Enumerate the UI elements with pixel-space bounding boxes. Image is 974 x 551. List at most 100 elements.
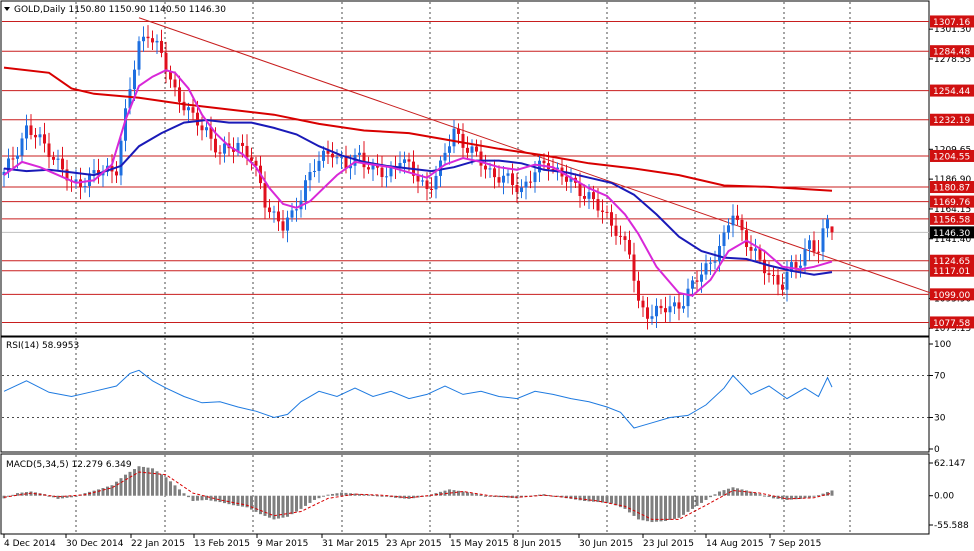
candle-body xyxy=(623,236,627,240)
macd-bar xyxy=(457,490,460,496)
candle-body xyxy=(52,156,55,160)
candle-body xyxy=(614,225,618,236)
macd-bar xyxy=(452,490,456,496)
candle-body xyxy=(200,125,204,131)
candle-body xyxy=(344,156,348,169)
macd-bar xyxy=(65,495,69,498)
chevron-down-icon[interactable] xyxy=(4,7,10,11)
candle-body xyxy=(587,192,591,199)
macd-bar xyxy=(47,495,51,497)
candle-body xyxy=(151,38,154,43)
macd-bar xyxy=(722,490,726,496)
rsi-tick-label: 100 xyxy=(934,340,951,350)
candle-body xyxy=(803,248,807,266)
candle-body xyxy=(29,125,33,135)
candle-body xyxy=(25,125,28,139)
candle-body xyxy=(776,274,780,285)
candle-body xyxy=(290,210,294,218)
macd-bar xyxy=(362,494,366,496)
macd-bar xyxy=(736,488,739,496)
candle-body xyxy=(713,261,717,263)
candle-body xyxy=(380,167,384,177)
macd-bar xyxy=(281,495,285,518)
candle-body xyxy=(736,215,739,220)
macd-bar xyxy=(214,495,217,502)
candle-body xyxy=(416,175,420,182)
macd-bar xyxy=(556,495,559,497)
candle-body xyxy=(407,159,411,162)
macd-bar xyxy=(29,491,33,496)
macd-bar xyxy=(673,495,676,519)
macd-bar xyxy=(124,474,127,496)
candle-body xyxy=(124,108,127,141)
candle-body xyxy=(79,179,82,188)
candle-body xyxy=(92,170,96,174)
macd-bar xyxy=(146,467,150,496)
price-tick-label: 1141.40 xyxy=(934,235,971,245)
candle-body xyxy=(794,262,798,268)
macd-bar xyxy=(691,495,694,509)
macd-bar xyxy=(740,489,744,496)
candle-body xyxy=(506,173,510,176)
candle-body xyxy=(254,160,258,166)
macd-bar xyxy=(142,466,145,496)
candle-body xyxy=(83,186,87,188)
macd-tick-label: -55.588 xyxy=(934,521,969,531)
candle-body xyxy=(655,305,658,317)
macd-bar xyxy=(245,495,249,508)
macd-bar xyxy=(376,495,379,497)
macd-bar xyxy=(664,495,667,522)
candle-body xyxy=(425,180,429,189)
candle-body xyxy=(142,36,145,42)
macd-bar xyxy=(317,495,321,499)
macd-bar xyxy=(308,495,312,503)
time-tick-label: 22 Jan 2015 xyxy=(131,539,185,549)
level-label: 1232.19 xyxy=(933,116,970,126)
symbol-title: GOLD,Daily 1150.80 1150.90 1140.50 1146.… xyxy=(14,5,226,15)
macd-bar xyxy=(290,495,294,515)
macd-bar xyxy=(119,478,123,496)
level-label-bg xyxy=(930,149,974,162)
macd-bar xyxy=(632,495,636,516)
candle-body xyxy=(722,232,726,246)
candle-body xyxy=(610,212,613,226)
price-tick-label: 1186.90 xyxy=(934,175,971,185)
candle-body xyxy=(677,302,681,309)
macd-bar xyxy=(641,495,645,521)
macd-title: MACD(5,34,5) 12.279 6.349 xyxy=(6,460,132,470)
macd-bar xyxy=(272,495,276,520)
level-label: 1254.44 xyxy=(933,87,970,97)
macd-bar xyxy=(56,495,60,499)
macd-bar xyxy=(263,495,267,516)
macd-bar xyxy=(128,471,132,496)
macd-bar xyxy=(92,490,96,496)
candle-body xyxy=(335,157,339,159)
candle-body xyxy=(488,168,492,170)
candle-body xyxy=(421,180,424,182)
candle-body xyxy=(47,143,51,157)
candle-body xyxy=(515,185,519,193)
candle-body xyxy=(371,163,375,170)
candle-body xyxy=(340,156,343,158)
level-label-bg xyxy=(930,15,974,28)
ma-slow-line xyxy=(3,66,833,192)
candle-body xyxy=(398,163,402,168)
macd-bar xyxy=(74,495,78,497)
candle-body xyxy=(232,148,235,152)
candle-body xyxy=(317,160,321,171)
macd-bar xyxy=(110,485,114,496)
macd-bar xyxy=(196,495,199,501)
candle-body xyxy=(637,280,640,301)
level-label: 1204.55 xyxy=(933,152,970,162)
candle-body xyxy=(2,171,6,176)
candle-body xyxy=(137,41,141,70)
candle-body xyxy=(308,171,312,181)
macd-bar xyxy=(286,495,289,517)
level-label-bg xyxy=(930,195,974,208)
candle-body xyxy=(565,176,568,182)
macd-bar xyxy=(169,481,172,496)
candle-body xyxy=(286,217,289,231)
macd-bar xyxy=(700,495,703,503)
